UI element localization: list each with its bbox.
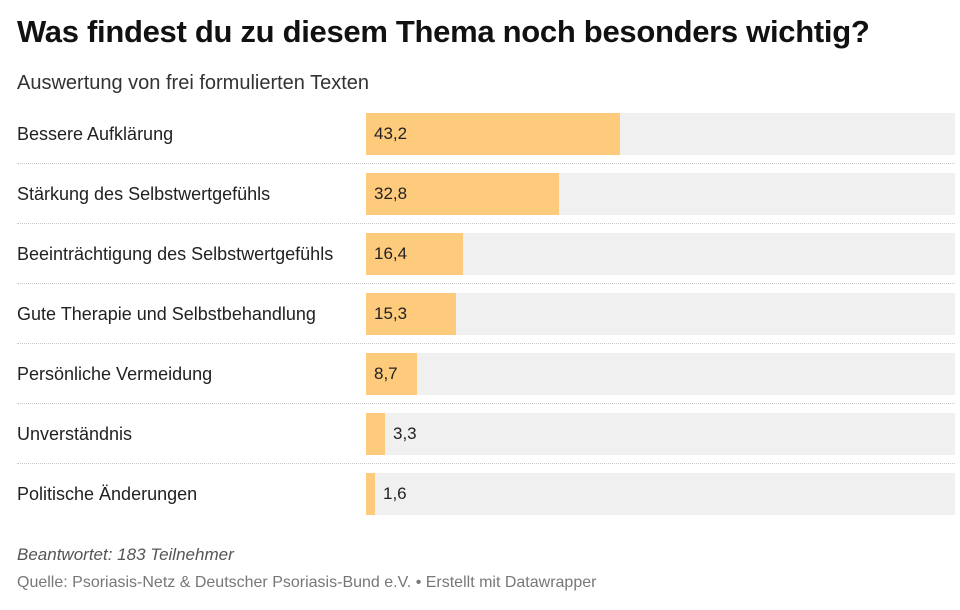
bar-row: Persönliche Vermeidung 8,7: [0, 344, 960, 404]
category-label: Bessere Aufklärung: [17, 124, 174, 144]
category-label: Beeinträchtigung des Selbstwertgefühls: [17, 244, 334, 264]
row-divider: [17, 343, 955, 344]
bar-row: Unverständnis 3,3: [0, 404, 960, 464]
row-divider: [17, 283, 955, 284]
data-label: 16,4: [374, 244, 408, 263]
category-label: Gute Therapie und Selbstbehandlung: [17, 304, 316, 324]
bar: [366, 233, 463, 275]
bar: [366, 113, 620, 155]
bar-track: [366, 353, 955, 395]
bar-row: Stärkung des Selbstwertgefühls 32,8: [0, 164, 960, 224]
row-divider: [17, 223, 955, 224]
category-label: Stärkung des Selbstwertgefühls: [17, 184, 271, 204]
bar-row: Bessere Aufklärung 43,2: [0, 104, 960, 164]
bar-track: [366, 233, 955, 275]
data-label: 1,6: [383, 484, 407, 503]
data-label: 43,2: [374, 124, 408, 143]
bar: [366, 353, 417, 395]
bar-row: Politische Änderungen 1,6: [0, 464, 960, 524]
bar-track: [366, 113, 955, 155]
bar-row: Beeinträchtigung des Selbstwertgefühls 16…: [0, 224, 960, 284]
row-divider: [17, 163, 955, 164]
bar-track: [366, 473, 955, 515]
chart-source: Quelle: Psoriasis-Netz & Deutscher Psori…: [17, 574, 597, 591]
bar-track: [366, 173, 955, 215]
category-label: Politische Änderungen: [17, 484, 198, 504]
bar: [366, 173, 559, 215]
bar: [366, 293, 456, 335]
bar-track: [366, 413, 955, 455]
data-label: 8,7: [374, 364, 398, 383]
bar-track: [366, 293, 955, 335]
data-label: 32,8: [374, 184, 408, 203]
bar: [366, 413, 385, 455]
bar-row: Gute Therapie und Selbstbehandlung 15,3: [0, 284, 960, 344]
bar-chart: Bessere Aufklärung 43,2 Stärkung des Selbs…: [0, 104, 960, 524]
row-divider: [17, 403, 955, 404]
row-divider: [17, 463, 955, 464]
chart-note: Beantwortet: 183 Teilnehmer: [17, 545, 234, 564]
chart-title: Was findest du zu diesem Thema noch beso…: [17, 14, 870, 49]
bar: [366, 473, 375, 515]
category-label: Persönliche Vermeidung: [17, 364, 213, 384]
chart-subtitle: Auswertung von frei formulierten Texten: [17, 72, 370, 94]
data-label: 15,3: [374, 304, 408, 323]
category-label: Unverständnis: [17, 424, 133, 444]
data-label: 3,3: [393, 424, 417, 443]
